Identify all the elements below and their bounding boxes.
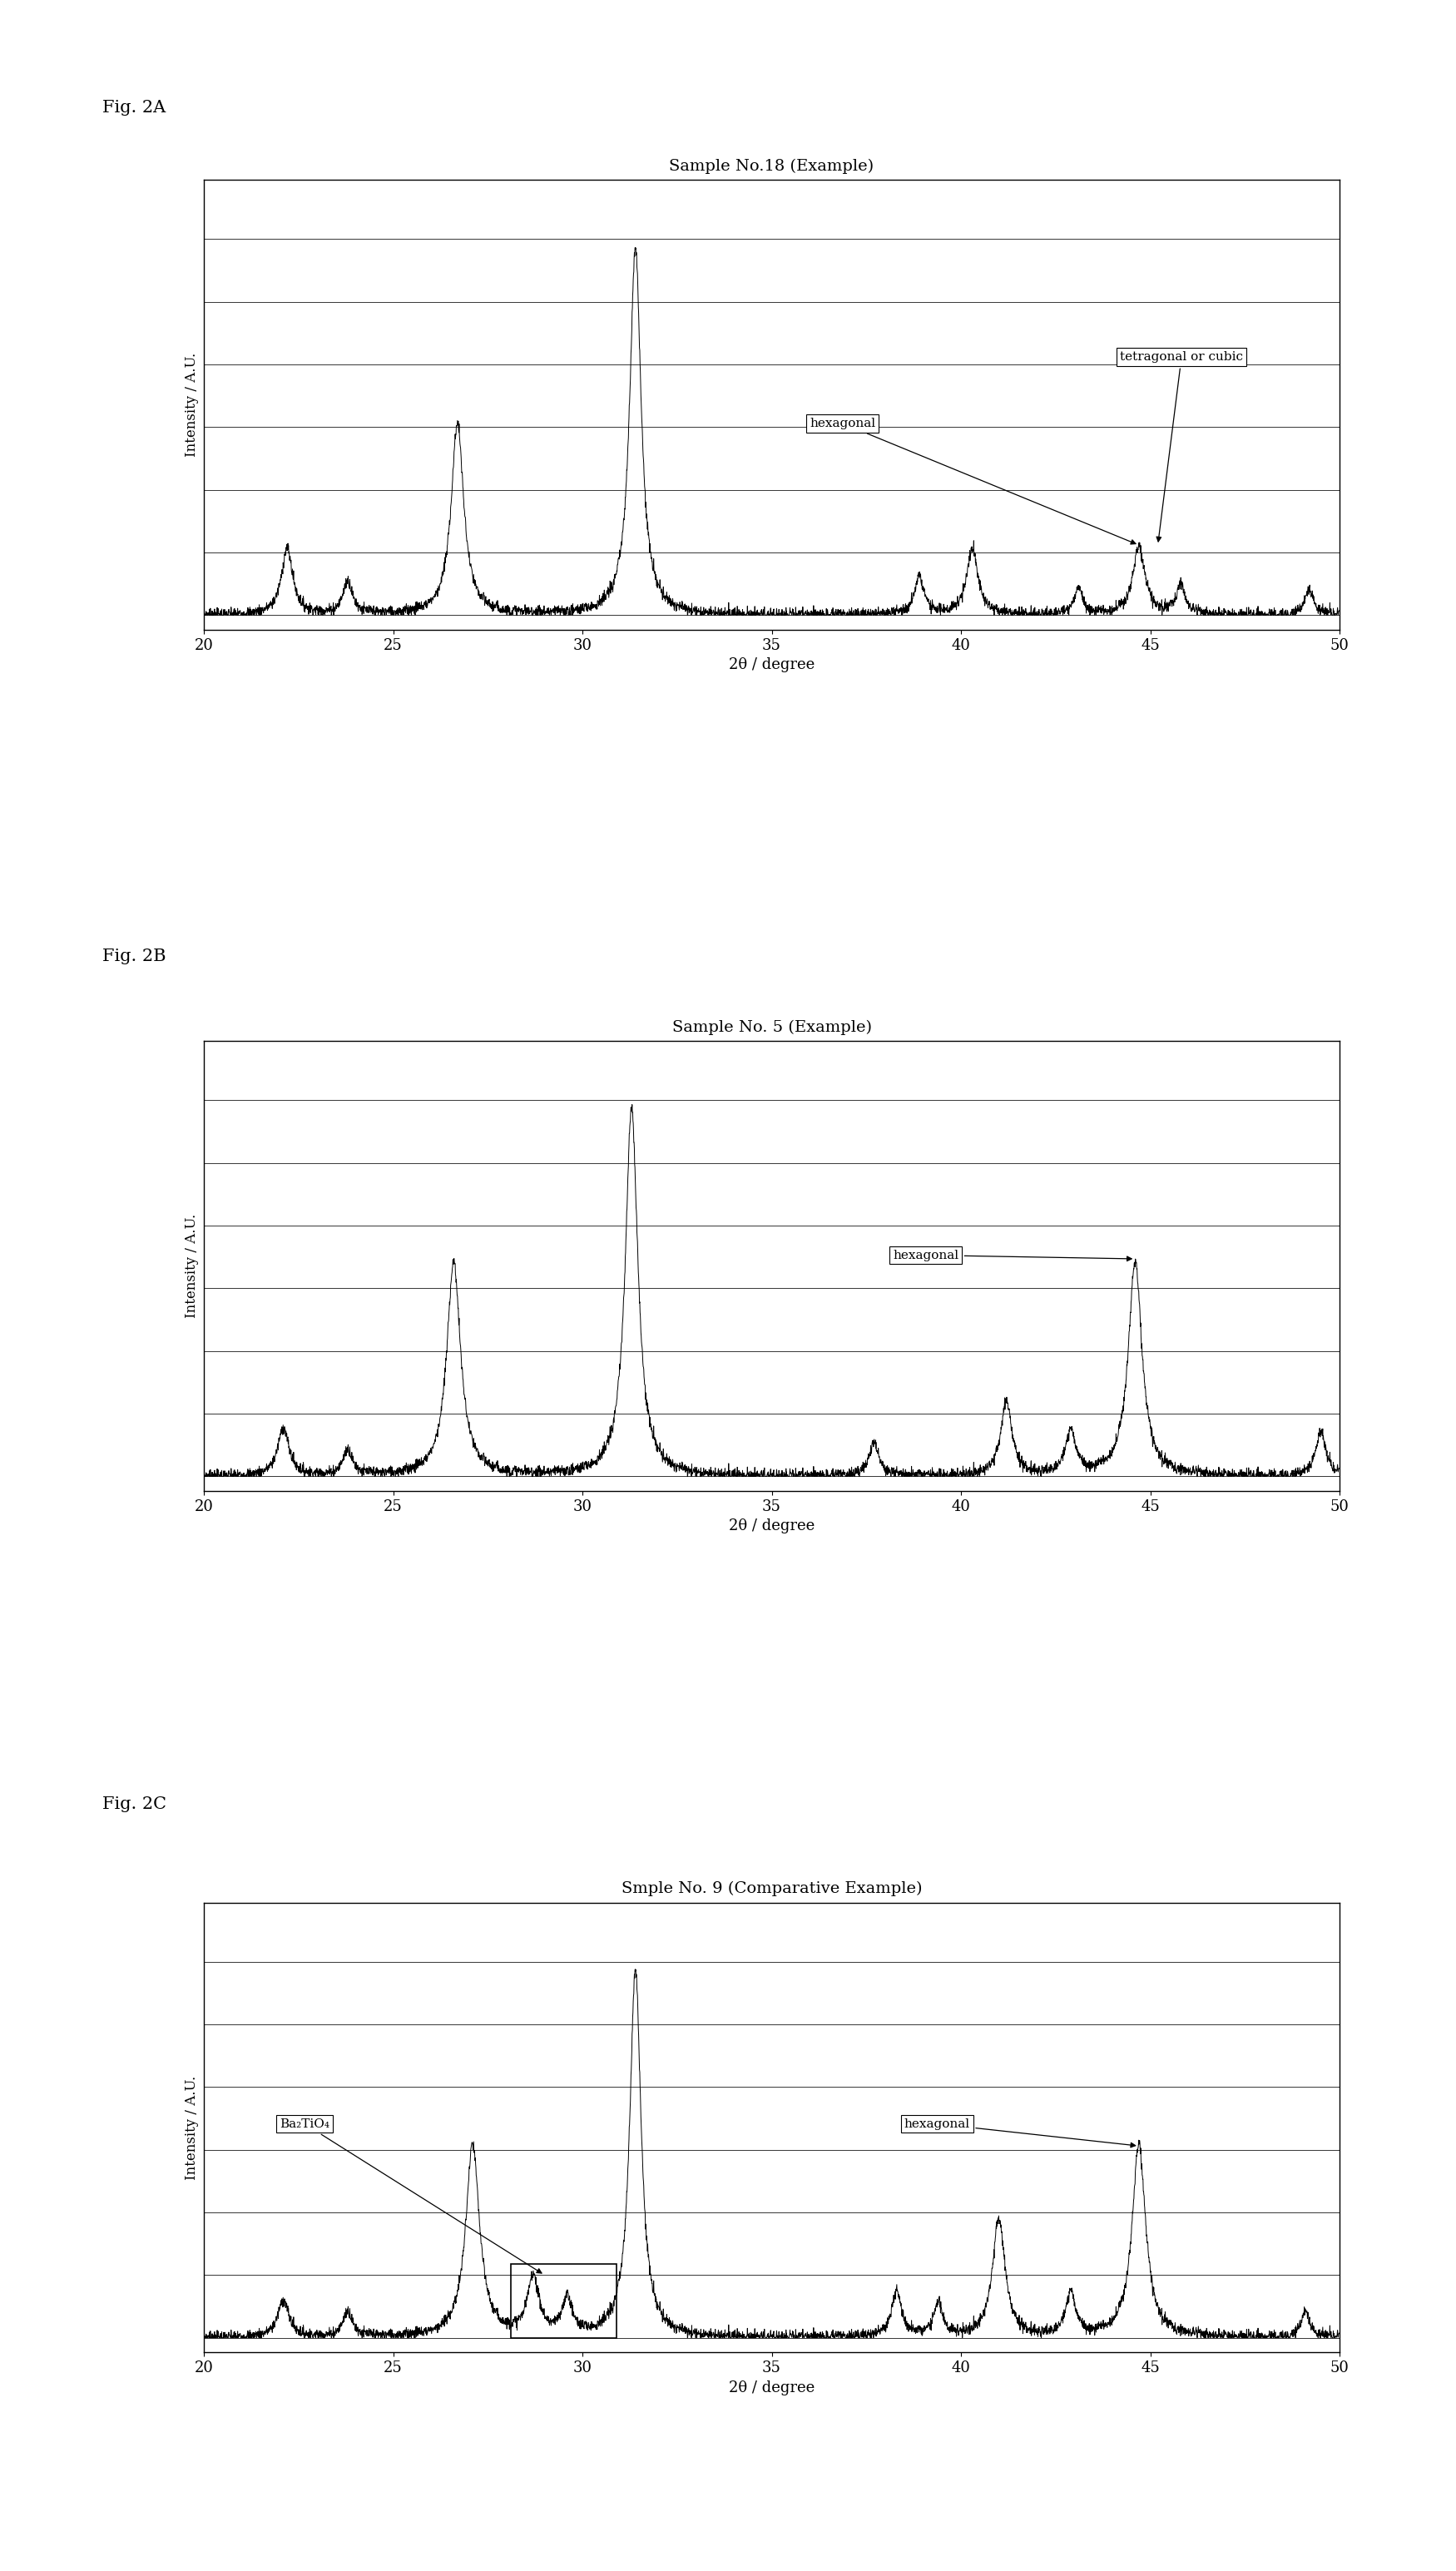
Y-axis label: Intensity / A.U.: Intensity / A.U. (185, 1214, 199, 1319)
Text: hexagonal: hexagonal (893, 1250, 1131, 1260)
Text: Fig. 2C: Fig. 2C (102, 1797, 166, 1813)
Text: Ba₂TiO₄: Ba₂TiO₄ (280, 2119, 542, 2273)
Text: Fig. 2B: Fig. 2B (102, 949, 166, 964)
Title: Sample No. 5 (Example): Sample No. 5 (Example) (671, 1021, 872, 1036)
Bar (511, 2265, 616, 2337)
Text: hexagonal: hexagonal (904, 2119, 1136, 2147)
Text: Fig. 2A: Fig. 2A (102, 100, 166, 116)
Text: tetragonal or cubic: tetragonal or cubic (1120, 352, 1243, 542)
X-axis label: 2θ / degree: 2θ / degree (729, 2381, 815, 2396)
X-axis label: 2θ / degree: 2θ / degree (729, 658, 815, 674)
Text: hexagonal: hexagonal (810, 417, 1136, 545)
Y-axis label: Intensity / A.U.: Intensity / A.U. (185, 352, 199, 458)
X-axis label: 2θ / degree: 2θ / degree (729, 1519, 815, 1535)
Title: Smple No. 9 (Comparative Example): Smple No. 9 (Comparative Example) (622, 1882, 922, 1897)
Title: Sample No.18 (Example): Sample No.18 (Example) (670, 159, 874, 175)
Y-axis label: Intensity / A.U.: Intensity / A.U. (185, 2075, 199, 2180)
